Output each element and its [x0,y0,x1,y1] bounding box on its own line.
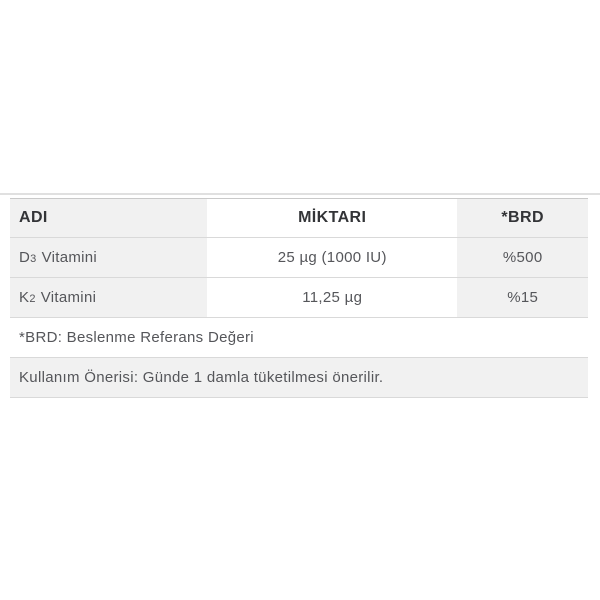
section-divider [0,193,600,195]
table-header-row: ADI MİKTARI *BRD [10,199,588,238]
ingredient-name-rest: Vitamini [41,249,98,266]
ingredient-name: D 3 Vitamini [10,238,208,277]
ingredient-name-rest: Vitamini [40,289,97,306]
nutrition-facts-table: ADI MİKTARI *BRD D 3 Vitamini 25 µg (1000 … [10,198,588,398]
ingredient-brd-value: %15 [457,278,588,317]
table-row: K 2 Vitamini 11,25 µg %15 [10,278,588,318]
column-header-name: ADI [10,199,208,237]
ingredient-name: K 2 Vitamini [10,278,208,317]
ingredient-amount: 11,25 µg [207,278,458,317]
ingredient-name-subscript: 2 [29,293,36,305]
ingredient-name-base: K [19,289,30,306]
table-row: D 3 Vitamini 25 µg (1000 IU) %500 [10,238,588,278]
brd-footnote-row: *BRD: Beslenme Referans Değeri [10,318,588,358]
column-header-brd: *BRD [457,199,588,237]
ingredient-brd-value: %500 [457,238,588,277]
ingredient-name-base: D [19,249,31,266]
ingredient-amount: 25 µg (1000 IU) [207,238,458,277]
ingredient-name-subscript: 3 [30,253,37,265]
column-header-amount: MİKTARI [207,199,458,237]
usage-recommendation-row: Kullanım Önerisi: Günde 1 damla tüketilm… [10,358,588,398]
